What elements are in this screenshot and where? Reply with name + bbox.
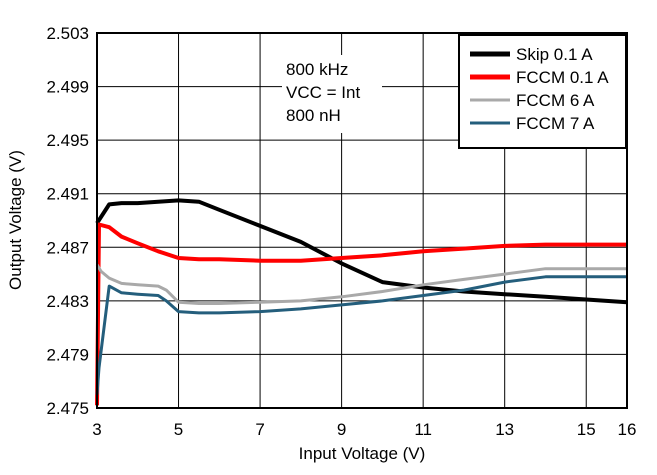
x-tick-label-6: 15 [577,420,596,439]
x-tick-label-4: 11 [414,420,432,439]
legend-label-skip-0-1a: Skip 0.1 A [516,45,593,64]
y-tick-label-7: 2.503 [46,24,89,43]
series-line-2 [95,263,627,305]
x-axis-title: Input Voltage (V) [299,444,426,463]
plot-area-frame [96,32,628,409]
series-line-3 [95,275,627,395]
annotation-line-1: 800 kHz [286,60,348,79]
x-tick-label-1: 5 [174,420,183,439]
y-axis-title: Output Voltage (V) [6,150,25,290]
legend-label-fccm-0-1a: FCCM 0.1 A [516,68,609,87]
x-tick-label-7: 16 [618,420,637,439]
y-tick-label-5: 2.495 [46,131,89,150]
annotation-background [282,55,382,133]
legend: Skip 0.1 A FCCM 0.1 A FCCM 6 A FCCM 7 A [458,34,627,149]
series-line-0 [95,198,628,305]
x-tick-label-0: 3 [92,420,101,439]
y-tick-label-6: 2.499 [46,78,89,97]
y-tick-label-3: 2.487 [46,238,89,257]
annotation-line-3: 800 nH [286,106,341,125]
x-tick-label-3: 9 [337,420,346,439]
series-layer [95,198,628,406]
annotation-line-2: VCC = Int [286,83,360,102]
conditions-annotation: 800 kHz VCC = Int 800 nH [282,55,382,133]
tick-labels-layer: 3 5 7 9 11 13 15 16 2.475 2.479 2.483 2.487 2.491 2.4… [46,24,636,439]
y-tick-label-4: 2.491 [46,185,89,204]
legend-label-fccm-6a: FCCM 6 A [516,91,595,110]
plot-frame-layer [96,32,628,409]
series-line-1 [95,222,627,406]
x-tick-label-5: 13 [495,420,514,439]
legend-label-fccm-7a: FCCM 7 A [516,114,595,133]
x-tick-label-2: 7 [255,420,264,439]
y-tick-label-1: 2.479 [46,345,89,364]
y-tick-label-2: 2.483 [46,292,89,311]
y-tick-label-0: 2.475 [46,399,89,418]
